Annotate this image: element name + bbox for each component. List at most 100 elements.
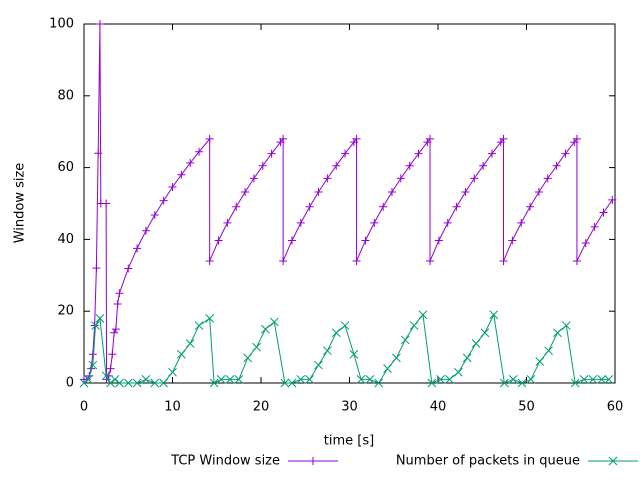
marker	[323, 174, 332, 183]
marker	[572, 134, 581, 143]
marker	[443, 218, 452, 227]
marker	[499, 256, 508, 265]
marker	[517, 378, 527, 388]
marker	[462, 353, 472, 363]
marker	[176, 349, 186, 359]
marker	[252, 342, 261, 352]
marker	[186, 158, 195, 167]
marker	[296, 218, 305, 227]
marker	[113, 300, 122, 309]
y-tick-label: 80	[57, 88, 74, 103]
marker	[608, 456, 618, 466]
marker	[94, 149, 103, 158]
marker	[115, 289, 124, 298]
marker	[205, 256, 214, 265]
marker	[340, 321, 350, 330]
marker	[434, 236, 443, 245]
marker	[106, 378, 115, 388]
marker	[91, 321, 100, 330]
marker	[177, 170, 186, 179]
marker	[341, 149, 350, 158]
marker	[241, 188, 250, 197]
marker	[314, 360, 323, 370]
marker	[608, 195, 617, 204]
marker	[194, 321, 204, 330]
marker	[309, 457, 317, 465]
marker	[111, 325, 120, 334]
marker	[552, 161, 561, 170]
marker	[305, 202, 314, 211]
marker	[296, 375, 306, 384]
marker	[269, 317, 279, 327]
marker	[92, 264, 101, 273]
marker	[258, 161, 267, 170]
marker	[480, 328, 490, 338]
marker	[581, 238, 590, 247]
marker	[365, 375, 375, 384]
marker	[426, 134, 435, 143]
x-tick-label: 40	[430, 400, 447, 415]
legend-label: Number of packets in queue	[396, 454, 580, 469]
marker	[115, 378, 124, 388]
marker	[79, 378, 89, 388]
marker	[356, 375, 366, 384]
marker	[553, 328, 562, 338]
marker	[150, 378, 160, 388]
marker	[461, 188, 470, 197]
marker	[544, 346, 553, 356]
marker	[436, 375, 446, 384]
marker	[599, 208, 608, 217]
marker	[543, 174, 552, 183]
marker	[261, 324, 270, 334]
marker	[427, 378, 437, 388]
x-tick-label: 0	[80, 400, 88, 415]
marker	[110, 328, 119, 337]
marker	[133, 244, 142, 253]
x-axis-label: time [s]	[324, 434, 374, 449]
marker	[132, 378, 142, 388]
marker	[349, 349, 359, 359]
marker	[95, 314, 105, 323]
marker	[141, 226, 150, 235]
marker	[106, 364, 115, 373]
marker	[102, 199, 111, 208]
marker	[561, 149, 570, 158]
marker	[405, 161, 414, 170]
x-tick-label: 50	[518, 400, 535, 415]
y-tick-label: 60	[57, 160, 74, 175]
marker	[243, 353, 253, 363]
marker	[287, 236, 296, 245]
marker	[426, 256, 435, 265]
marker	[280, 378, 290, 388]
marker	[323, 346, 332, 356]
marker	[95, 20, 104, 28]
marker	[159, 196, 168, 205]
marker	[489, 310, 499, 320]
marker	[332, 161, 341, 170]
y-tick-label: 100	[49, 17, 74, 32]
marker	[361, 236, 370, 245]
y-tick-label: 40	[57, 232, 74, 247]
marker	[216, 375, 226, 384]
marker	[123, 378, 133, 388]
marker	[572, 256, 581, 265]
marker	[90, 321, 99, 330]
marker	[84, 375, 93, 384]
marker	[499, 134, 508, 143]
marker	[279, 256, 288, 265]
marker	[561, 321, 571, 330]
series-line	[83, 313, 609, 384]
marker	[526, 202, 535, 211]
marker	[214, 236, 223, 245]
marker	[452, 202, 461, 211]
marker	[471, 339, 481, 348]
x-tick-label: 60	[607, 400, 624, 415]
marker	[225, 375, 235, 384]
marker	[108, 350, 117, 359]
y-axis-label: Window size	[13, 163, 28, 244]
marker	[232, 202, 241, 211]
x-tick-label: 20	[253, 400, 270, 415]
marker	[124, 264, 133, 273]
marker	[168, 182, 177, 191]
marker	[535, 357, 545, 366]
